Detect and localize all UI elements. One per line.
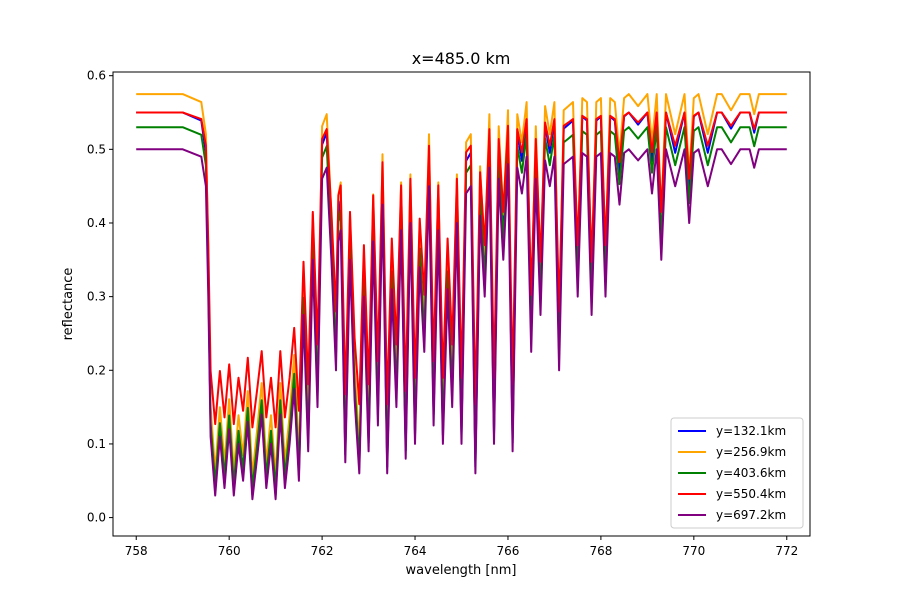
x-tick-label: 764 xyxy=(404,544,427,558)
x-tick-label: 770 xyxy=(682,544,705,558)
legend-label-1: y=132.1km xyxy=(716,424,786,438)
y-axis-label: reflectance xyxy=(61,268,76,341)
legend-label-2: y=256.9km xyxy=(716,445,786,459)
y-tick-label: 0.0 xyxy=(87,511,106,525)
x-tick-label: 762 xyxy=(311,544,334,558)
x-tick-label: 766 xyxy=(497,544,520,558)
y-tick-label: 0.1 xyxy=(87,437,106,451)
legend-label-4: y=550.4km xyxy=(716,487,786,501)
y-tick-label: 0.4 xyxy=(87,216,106,230)
legend-label-5: y=697.2km xyxy=(716,508,786,522)
series-line-4 xyxy=(136,111,787,429)
y-tick-label: 0.2 xyxy=(87,363,106,377)
legend-label-3: y=403.6km xyxy=(716,466,786,480)
y-axis-ticks: 0.0 0.1 0.2 0.3 0.4 0.5 0.6 xyxy=(87,69,113,525)
y-tick-label: 0.6 xyxy=(87,69,106,83)
x-tick-label: 768 xyxy=(589,544,612,558)
x-tick-label: 758 xyxy=(125,544,148,558)
series-layer xyxy=(136,93,787,501)
series-line-5 xyxy=(136,148,787,501)
x-axis-ticks: 758 760 762 764 766 768 770 772 xyxy=(125,536,798,558)
plot-frame xyxy=(112,71,811,537)
chart-title: x=485.0 km xyxy=(412,49,511,68)
y-tick-label: 0.3 xyxy=(87,290,106,304)
x-axis-label: wavelength [nm] xyxy=(406,563,517,578)
legend: y=132.1km y=256.9km y=403.6km y=550.4km y=69… xyxy=(670,417,804,529)
y-tick-label: 0.5 xyxy=(87,142,106,156)
legend-box xyxy=(670,417,804,529)
x-tick-label: 760 xyxy=(218,544,241,558)
x-tick-label: 772 xyxy=(775,544,798,558)
